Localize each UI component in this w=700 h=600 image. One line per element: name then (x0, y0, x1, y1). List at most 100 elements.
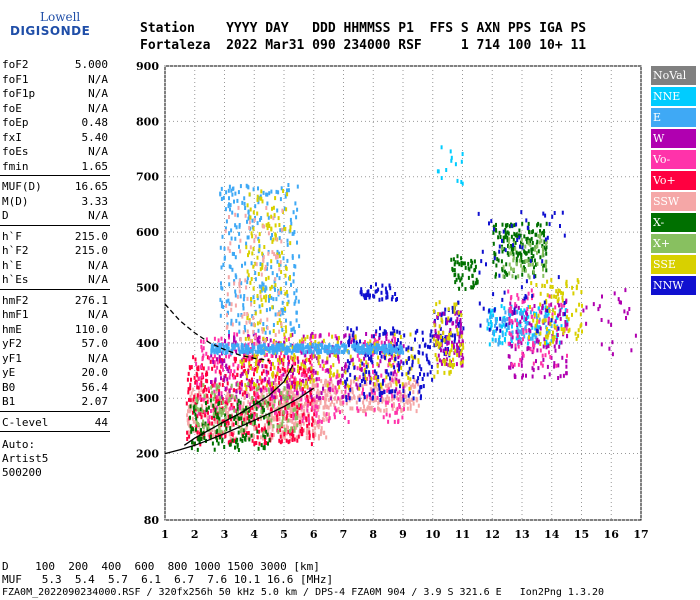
echo-point (230, 318, 233, 323)
echo-point (374, 345, 376, 350)
echo-point (461, 273, 464, 278)
echo-point (293, 329, 296, 334)
echo-point (229, 414, 232, 419)
echo-point (525, 317, 528, 322)
echo-point (244, 390, 247, 395)
echo-point (208, 389, 210, 394)
echo-point (393, 369, 396, 374)
echo-point (393, 328, 396, 333)
echo-point (290, 408, 293, 413)
echo-point (233, 344, 236, 349)
echo-point (378, 333, 381, 337)
echo-point (357, 408, 360, 413)
echo-point (383, 390, 386, 394)
echo-point (279, 228, 282, 233)
echo-point (233, 416, 236, 421)
echo-point (361, 361, 364, 366)
echo-point (325, 345, 327, 350)
echo-point (201, 435, 204, 440)
echo-point (324, 383, 327, 388)
echo-point (189, 415, 191, 420)
param-name: foF1 (2, 72, 29, 86)
echo-point (286, 365, 289, 370)
echo-point (439, 342, 442, 347)
echo-point (305, 418, 308, 423)
echo-point (429, 370, 432, 375)
echo-point (262, 327, 265, 332)
echo-point (508, 224, 511, 229)
echo-point (231, 373, 234, 378)
echo-point (300, 397, 303, 402)
echo-point (312, 343, 315, 348)
echo-point (498, 230, 501, 235)
echo-point (270, 418, 273, 423)
echo-point (350, 328, 353, 333)
echo-point (344, 381, 347, 386)
echo-point (448, 332, 451, 337)
echo-point (218, 398, 221, 403)
echo-point (272, 381, 275, 386)
echo-point (266, 432, 269, 437)
echo-point (331, 334, 334, 339)
echo-point (285, 345, 288, 350)
echo-point (540, 361, 543, 366)
echo-point (246, 344, 249, 349)
echo-point (420, 385, 423, 389)
echo-point (407, 393, 410, 398)
echo-point (415, 380, 417, 385)
echo-point (186, 377, 189, 382)
echo-point (277, 429, 280, 434)
echo-point (347, 395, 350, 400)
echo-point (298, 345, 301, 350)
echo-point (509, 309, 512, 314)
echo-point (283, 335, 286, 340)
echo-point (286, 376, 289, 381)
echo-point (228, 231, 231, 236)
echo-point (207, 386, 210, 391)
echo-point (331, 349, 334, 354)
echo-point (392, 326, 395, 331)
echo-point (283, 386, 286, 391)
echo-point (522, 337, 524, 342)
echo-point (371, 344, 374, 349)
echo-point (372, 363, 374, 368)
echo-point (240, 380, 243, 384)
echo-point (296, 410, 299, 415)
echo-point (455, 324, 458, 329)
echo-point (214, 377, 217, 382)
echo-point (255, 426, 258, 431)
echo-point (197, 385, 200, 390)
echo-point (399, 350, 402, 354)
echo-point (321, 345, 324, 350)
echo-point (329, 368, 332, 372)
echo-point (356, 406, 359, 411)
echo-point (263, 287, 266, 292)
echo-point (227, 415, 230, 419)
echo-point (252, 246, 255, 251)
echo-point (299, 403, 302, 408)
echo-point (456, 260, 459, 265)
echo-point (225, 427, 228, 432)
echo-point (293, 428, 296, 433)
echo-point (214, 407, 217, 412)
echo-point (567, 317, 570, 322)
echo-point (445, 168, 448, 172)
echo-point (342, 394, 345, 399)
echo-point (545, 330, 548, 335)
echo-point (189, 394, 192, 399)
param-name: yE (2, 366, 16, 379)
header-values-row: Fortaleza 2022 Mar31 090 234000 RSF 1 71… (140, 38, 587, 53)
echo-point (495, 320, 498, 325)
echo-point (256, 392, 259, 397)
echo-point (224, 339, 226, 344)
echo-point (435, 338, 438, 343)
echo-point (192, 387, 195, 392)
echo-point (610, 322, 613, 327)
echo-point (511, 324, 513, 329)
echo-point (188, 434, 191, 439)
echo-point (266, 192, 269, 197)
echo-point (288, 439, 291, 444)
echo-point (529, 262, 532, 267)
echo-point (565, 314, 568, 319)
echo-point (529, 240, 532, 245)
